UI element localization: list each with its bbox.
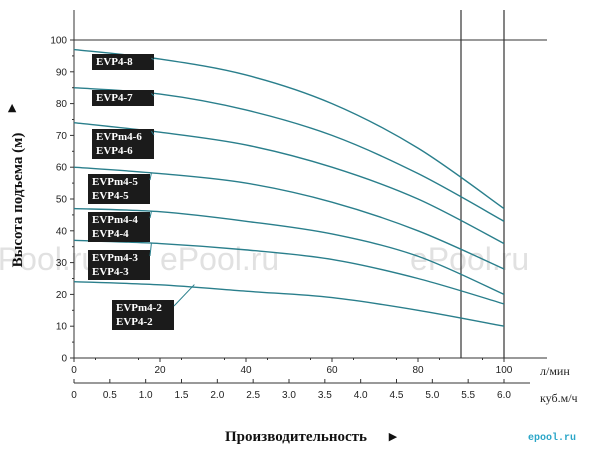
x2-tick-label: 1.0 <box>139 390 153 401</box>
x2-tick-label: 4.5 <box>390 390 404 401</box>
series-label-text: EVP4-7 <box>96 92 133 104</box>
series-label-text: EVP4-3 <box>92 266 129 278</box>
x2-tick-label: 4.0 <box>354 390 368 401</box>
watermark-text: ePool.ru <box>0 241 99 277</box>
series-label-leader <box>150 130 155 136</box>
series-label-text: EVPm4-4 <box>92 214 138 226</box>
series-label-leader <box>173 284 195 307</box>
x-tick-label: 60 <box>326 365 338 376</box>
series-label-box <box>92 90 154 106</box>
axes: 0 10 20 30 40 50 60 70 80 90 100 0 20 40 60 80 100 0 0.5 1.… <box>50 10 547 401</box>
y-tick-label: 0 <box>61 354 67 365</box>
series-line-5 <box>73 239 505 305</box>
series-label-text: EVP4-5 <box>92 190 129 202</box>
y-tick-label: 40 <box>56 226 68 237</box>
y-tick-label: 10 <box>56 322 68 333</box>
series-label-box <box>88 174 150 204</box>
series-line-3 <box>73 166 505 270</box>
x-tick-label: 40 <box>240 365 252 376</box>
y-tick-label: 100 <box>50 36 67 47</box>
x2-tick-label: 5.0 <box>425 390 439 401</box>
x2-tick-label: 1.5 <box>175 390 189 401</box>
series-labels: EVP4-8 EVP4-7 EVPm4-6 EVP4-6 EVPm4-5 EVP4-5 EV… <box>88 54 195 330</box>
logo: epool.ru <box>528 432 576 444</box>
series-label-text: EVP4-6 <box>96 145 133 157</box>
x2-tick-label: 6.0 <box>497 390 511 401</box>
series-label-leader <box>151 57 155 61</box>
series-label-text: EVP4-4 <box>92 228 129 240</box>
x-unit-secondary: куб.м/ч <box>540 391 578 405</box>
series-label-leader <box>149 211 152 219</box>
x2-tick-label: 0 <box>71 390 77 401</box>
series-line-4 <box>73 207 505 296</box>
watermark-layer: ePool.ru ePool.ru ePool.ru <box>0 241 529 277</box>
series-label-text: EVPm4-6 <box>96 131 142 143</box>
y-tick-label: 30 <box>56 258 68 269</box>
x-tick-label: 0 <box>71 365 77 376</box>
x-tick-label: 20 <box>154 365 166 376</box>
x2-tick-label: 0.5 <box>103 390 117 401</box>
x-tick-label: 100 <box>496 365 513 376</box>
y-tick-label: 90 <box>56 67 68 78</box>
x2-tick-label: 2.0 <box>210 390 224 401</box>
y-tick-label: 80 <box>56 99 68 110</box>
y-tick-label: 60 <box>56 163 68 174</box>
series-label-leader <box>149 243 152 257</box>
y-axis-arrow: ▸ <box>4 103 20 113</box>
series-label-box <box>88 250 150 280</box>
series-label-box <box>92 129 154 159</box>
y-tick-label: 50 <box>56 195 68 206</box>
x-axis-arrow: ▸ <box>388 429 398 445</box>
x-tick-label: 80 <box>412 365 424 376</box>
series-label-text: EVPm4-5 <box>92 176 138 188</box>
series-line-6 <box>73 280 505 327</box>
series-label-box <box>88 212 150 242</box>
watermark-text: ePool.ru <box>410 241 529 277</box>
series-label-box <box>112 300 174 330</box>
x2-tick-label: 3.5 <box>318 390 332 401</box>
y-tick-label: 20 <box>56 290 68 301</box>
series-label-text: EVP4-8 <box>96 56 133 68</box>
x2-tick-label: 5.5 <box>461 390 475 401</box>
x2-tick-label: 2.5 <box>246 390 260 401</box>
series-label-text: EVPm4-2 <box>116 302 162 314</box>
series-label-leader <box>149 172 152 181</box>
x-unit-primary: л/мин <box>540 364 570 378</box>
series-label-text: EVPm4-3 <box>92 252 138 264</box>
x-axis-label: Производительность <box>225 429 367 445</box>
series-label-text: EVP4-2 <box>116 316 153 328</box>
series-label-leader <box>151 93 155 97</box>
vertical-markers <box>460 10 505 358</box>
series-label-box <box>92 54 154 70</box>
y-tick-label: 70 <box>56 131 68 142</box>
watermark-text: ePool.ru <box>160 241 279 277</box>
x2-tick-label: 3.0 <box>282 390 296 401</box>
y-axis-label: Высота подъема (м) <box>10 133 26 268</box>
